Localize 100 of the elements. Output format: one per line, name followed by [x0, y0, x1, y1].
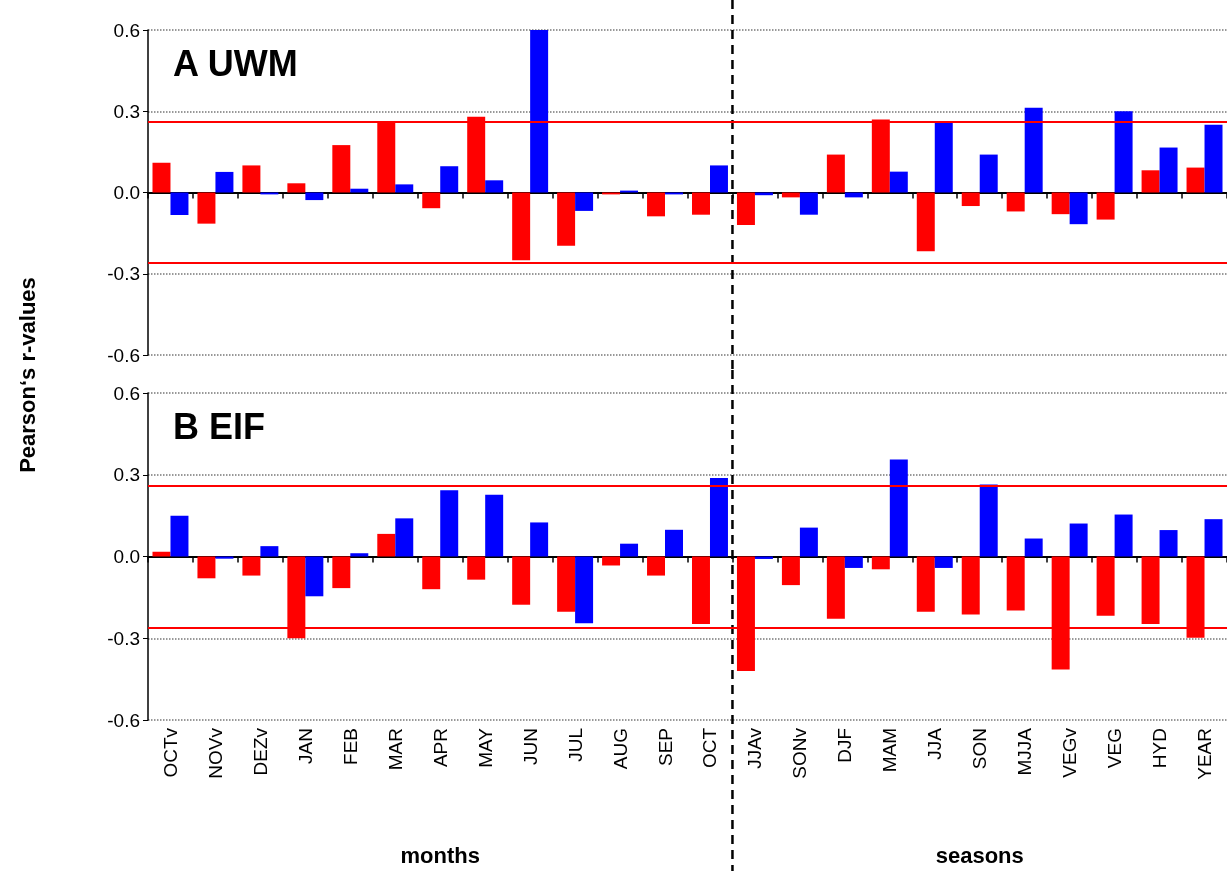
bar: [1114, 111, 1133, 193]
bar: [1069, 523, 1088, 557]
bar: [197, 192, 216, 224]
bar: [1159, 147, 1178, 193]
bar: [1024, 107, 1043, 193]
bar: [350, 188, 369, 193]
x-tick-label: SONv: [789, 727, 811, 779]
bar: [485, 180, 504, 193]
x-tick-label: NOVv: [204, 727, 226, 779]
bar: [440, 166, 459, 193]
bar: [799, 527, 818, 557]
x-tick-label: MAM: [879, 728, 901, 773]
bar: [665, 529, 683, 557]
bar: [395, 518, 414, 557]
bar: [916, 192, 935, 252]
chart-title: A UWM: [173, 42, 298, 84]
bar: [305, 556, 324, 597]
y-tick-label: -0.6: [107, 344, 140, 366]
x-tick-label: VEGv: [1059, 727, 1081, 778]
bar: [1141, 556, 1160, 625]
bar: [1204, 124, 1223, 193]
bar: [215, 556, 234, 559]
bar: [799, 192, 818, 215]
bar: [620, 543, 639, 557]
bar: [1204, 519, 1223, 557]
x-tick-label: OCTv: [159, 727, 181, 778]
bar: [557, 192, 576, 246]
bar: [377, 533, 396, 557]
bar: [197, 556, 216, 579]
x-tick-label: HYD: [1149, 728, 1171, 769]
bar: [152, 162, 171, 193]
y-tick-label: 0.6: [113, 382, 140, 404]
bar: [1114, 514, 1133, 557]
x-tick-label: JJAv: [744, 727, 766, 769]
y-tick-label: -0.6: [107, 709, 140, 731]
y-tick-label: 0.3: [113, 100, 140, 122]
bar: [709, 165, 728, 193]
x-tick-label: JJA: [924, 727, 946, 760]
x-tick-label: MAR: [384, 728, 406, 771]
bar: [422, 192, 441, 209]
bar: [692, 556, 710, 625]
bar: [934, 121, 953, 193]
x-tick-label: DJF: [834, 728, 856, 763]
bar: [736, 192, 755, 225]
x-tick-label: APR: [429, 728, 451, 768]
bar: [152, 551, 171, 557]
bar: [979, 154, 998, 193]
x-tick-label: VEG: [1104, 728, 1126, 769]
bar: [916, 556, 935, 612]
bar: [242, 556, 261, 576]
bar: [1006, 192, 1025, 212]
x-tick-label: MJJA: [1014, 727, 1036, 776]
bar: [512, 192, 531, 261]
bar: [1069, 192, 1088, 225]
x-tick-label: YEAR: [1194, 728, 1216, 780]
bar: [709, 478, 728, 557]
x-tick-label: OCT: [699, 727, 721, 769]
x-tick-label: AUG: [609, 728, 631, 770]
x-tick-label: FEB: [339, 728, 361, 765]
bar: [647, 192, 666, 217]
x-tick-label: DEZv: [249, 727, 271, 776]
bar: [826, 154, 845, 193]
bar: [512, 556, 531, 605]
bar: [332, 556, 351, 589]
bar: [889, 459, 908, 557]
bar: [844, 556, 863, 568]
bar: [350, 553, 369, 557]
bar: [287, 183, 306, 193]
bar: [440, 490, 459, 557]
chart-title: B EIF: [173, 405, 266, 447]
bar: [395, 184, 414, 193]
text: months: [400, 842, 480, 868]
bar: [871, 556, 890, 570]
bar: [305, 192, 324, 201]
bar: [961, 556, 980, 615]
bar: [530, 522, 549, 557]
bar: [647, 556, 666, 576]
bar: [557, 556, 576, 612]
bar: [692, 192, 710, 215]
bar: [934, 556, 953, 568]
bar: [979, 484, 998, 557]
bar: [170, 192, 189, 215]
bar: [575, 556, 594, 624]
y-tick-label: 0.6: [113, 19, 140, 41]
bar: [1186, 167, 1205, 193]
bar: [467, 556, 486, 580]
x-tick-label: SON: [969, 728, 991, 770]
bar: [332, 145, 351, 193]
bar: [1024, 538, 1043, 557]
bar: [1096, 192, 1115, 220]
bar: [485, 494, 504, 557]
y-tick-label: 0.0: [113, 546, 140, 567]
x-tick-label: JUN: [519, 728, 541, 765]
y-tick-label: 0.3: [113, 464, 140, 486]
bar: [1141, 170, 1160, 193]
bar: [242, 165, 261, 193]
x-tick-label: JUL: [564, 728, 586, 762]
y-tick-label: 0.0: [113, 182, 140, 203]
bar: [575, 192, 594, 211]
bar: [530, 30, 549, 193]
